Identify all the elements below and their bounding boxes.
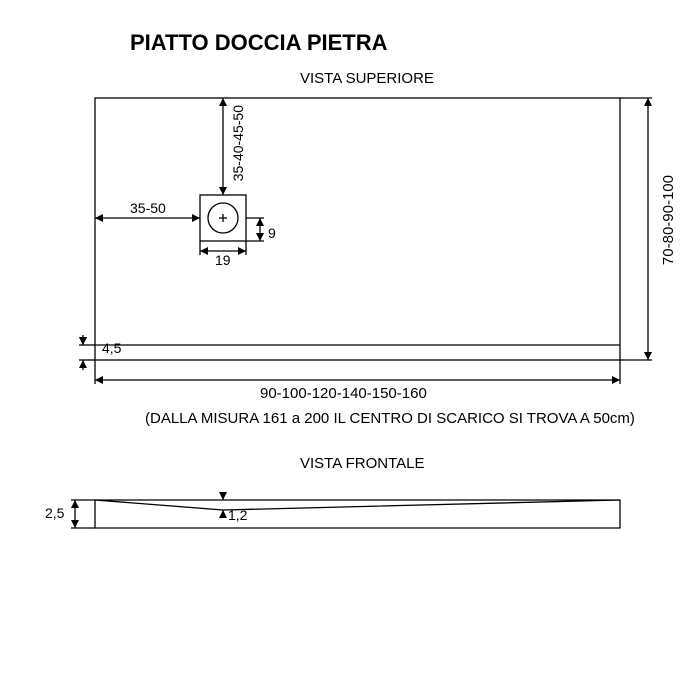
width-options-label: 90-100-120-140-150-160 — [260, 385, 427, 402]
width-note-label: (DALLA MISURA 161 a 200 IL CENTRO DI SCA… — [145, 410, 635, 427]
lip-label: 4,5 — [102, 340, 121, 356]
drain-from-left-label: 35-50 — [130, 200, 166, 216]
front-dip-label: 1,2 — [228, 507, 247, 523]
depth-options-label: 70-80-90-100 — [660, 175, 677, 265]
front-view-drawing — [0, 430, 700, 630]
front-height-label: 2,5 — [45, 505, 64, 521]
drain-width-label: 19 — [215, 252, 231, 268]
drain-height-label: 9 — [268, 225, 276, 241]
drain-from-top-label: 35-40-45-50 — [230, 105, 246, 181]
